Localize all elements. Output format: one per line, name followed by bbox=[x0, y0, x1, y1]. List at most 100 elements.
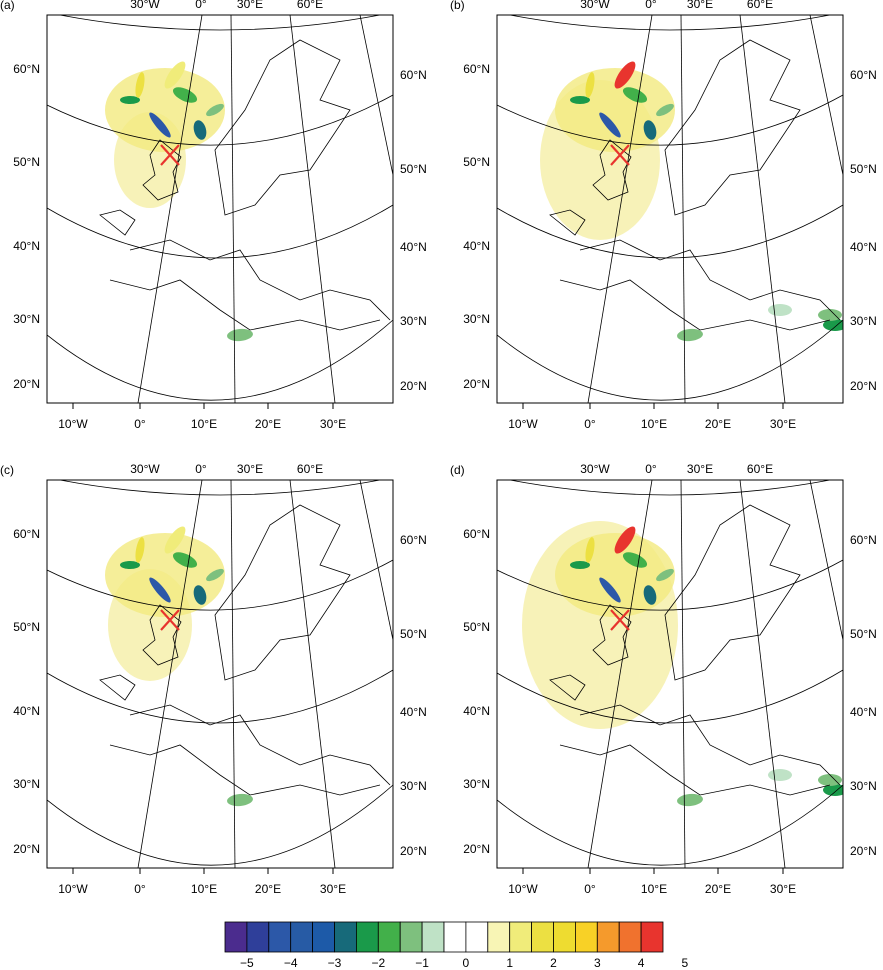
field-blob bbox=[599, 112, 621, 138]
left-tick-label: 50°N bbox=[463, 155, 490, 169]
left-tick-label: 40°N bbox=[13, 704, 40, 718]
right-tick-label: 50°N bbox=[400, 162, 427, 176]
map-panel: (d) 30°W 0° 30°E 60°E 10°W 0° 10°E 20°E 30°E 60°N 5… bbox=[450, 462, 877, 896]
meridian bbox=[809, 480, 843, 643]
right-tick-label: 30°N bbox=[400, 314, 427, 328]
field-blob bbox=[614, 526, 636, 554]
field bbox=[555, 68, 675, 152]
left-tick-label: 60°N bbox=[463, 527, 490, 541]
bottom-tick-label: 30°E bbox=[320, 882, 346, 896]
meridian bbox=[680, 480, 686, 868]
meridian bbox=[230, 15, 236, 403]
meridian bbox=[680, 15, 686, 403]
parallel bbox=[47, 204, 393, 259]
coastline bbox=[99, 39, 391, 331]
field-blob bbox=[206, 103, 224, 117]
field-blob bbox=[677, 328, 703, 342]
field-blob bbox=[164, 526, 186, 554]
top-tick-label: 0° bbox=[645, 0, 657, 11]
bottom-tick-label: 10°W bbox=[508, 417, 538, 431]
left-tick-label: 20°N bbox=[13, 842, 40, 856]
field-blob bbox=[227, 328, 253, 342]
field-blob bbox=[172, 87, 198, 103]
field-blob bbox=[172, 552, 198, 568]
bottom-tick-label: 10°E bbox=[191, 882, 217, 896]
right-tick-label: 40°N bbox=[400, 240, 427, 254]
field-blob bbox=[643, 585, 657, 605]
colorbar-cell bbox=[355, 921, 379, 953]
parallel bbox=[59, 15, 381, 31]
left-tick-label: 40°N bbox=[463, 704, 490, 718]
field-blob bbox=[149, 112, 171, 138]
meridian bbox=[587, 15, 653, 403]
right-tick-label: 60°N bbox=[400, 533, 427, 547]
marker bbox=[160, 609, 180, 631]
colorbar-cell bbox=[224, 921, 248, 953]
bottom-tick-label: 20°E bbox=[705, 882, 731, 896]
map-area bbox=[497, 15, 843, 403]
frame bbox=[46, 479, 394, 869]
field-blob bbox=[570, 96, 590, 104]
bottom-tick-label: 20°E bbox=[255, 417, 281, 431]
panel-label: (c) bbox=[0, 463, 14, 477]
meridian bbox=[289, 480, 336, 868]
top-tick-label: 60°E bbox=[747, 0, 773, 11]
left-tick-label: 30°N bbox=[13, 777, 40, 791]
parallel bbox=[509, 15, 831, 31]
meridian bbox=[739, 480, 786, 868]
map-area bbox=[497, 480, 843, 868]
left-tick-label: 20°N bbox=[13, 377, 40, 391]
parallel bbox=[47, 669, 393, 724]
field bbox=[555, 533, 675, 617]
marker bbox=[610, 144, 630, 166]
right-tick-label: 30°N bbox=[400, 779, 427, 793]
colorbar-label: −1 bbox=[415, 956, 429, 970]
parallel bbox=[59, 480, 381, 496]
bottom-tick-label: 10°W bbox=[58, 882, 88, 896]
right-tick-label: 60°N bbox=[400, 68, 427, 82]
top-tick-label: 30°W bbox=[130, 462, 160, 476]
field-blob bbox=[643, 120, 657, 140]
coastline bbox=[99, 504, 391, 796]
left-tick-label: 60°N bbox=[13, 527, 40, 541]
top-tick-label: 30°E bbox=[687, 0, 713, 11]
bottom-tick-label: 20°E bbox=[255, 882, 281, 896]
top-tick-label: 0° bbox=[195, 462, 207, 476]
colorbar-cell bbox=[377, 921, 401, 953]
top-tick-label: 30°E bbox=[237, 462, 263, 476]
colorbar-cell bbox=[399, 921, 423, 953]
colorbar-cell bbox=[443, 921, 467, 953]
top-tick-label: 60°E bbox=[297, 462, 323, 476]
colorbar-cell bbox=[509, 921, 533, 953]
meridian bbox=[587, 480, 653, 868]
colorbar: −5 −4 −3 −2 −1 0 1 2 3 4 5 bbox=[224, 921, 689, 970]
map-panel: (b) 30°W 0° 30°E 60°E 10°W 0° 10°E 20°E 30°E 60°N 5… bbox=[450, 0, 877, 431]
parallel bbox=[497, 559, 843, 611]
left-tick-label: 50°N bbox=[13, 620, 40, 634]
right-tick-label: 30°N bbox=[850, 314, 877, 328]
right-tick-label: 50°N bbox=[850, 162, 877, 176]
colorbar-label: 5 bbox=[682, 956, 689, 970]
field-blob bbox=[677, 793, 703, 807]
parallel bbox=[47, 784, 393, 866]
field-blob bbox=[818, 309, 842, 321]
right-tick-label: 50°N bbox=[850, 627, 877, 641]
colorbar-label: −3 bbox=[328, 956, 342, 970]
colorbar-label: −2 bbox=[371, 956, 385, 970]
parallel bbox=[47, 319, 393, 401]
bottom-tick-label: 10°E bbox=[641, 882, 667, 896]
map-area bbox=[47, 15, 393, 403]
field-blob bbox=[656, 568, 674, 582]
field-blob bbox=[818, 774, 842, 786]
top-tick-label: 30°W bbox=[130, 0, 160, 11]
top-tick-label: 30°W bbox=[580, 0, 610, 11]
coastline bbox=[549, 504, 841, 796]
marker bbox=[160, 144, 180, 166]
field-blob bbox=[120, 561, 140, 569]
parallel bbox=[497, 784, 843, 866]
bottom-tick-label: 30°E bbox=[770, 882, 796, 896]
colorbar-cell bbox=[421, 921, 445, 953]
parallel bbox=[497, 94, 843, 146]
field-blob bbox=[193, 120, 207, 140]
meridian bbox=[739, 15, 786, 403]
